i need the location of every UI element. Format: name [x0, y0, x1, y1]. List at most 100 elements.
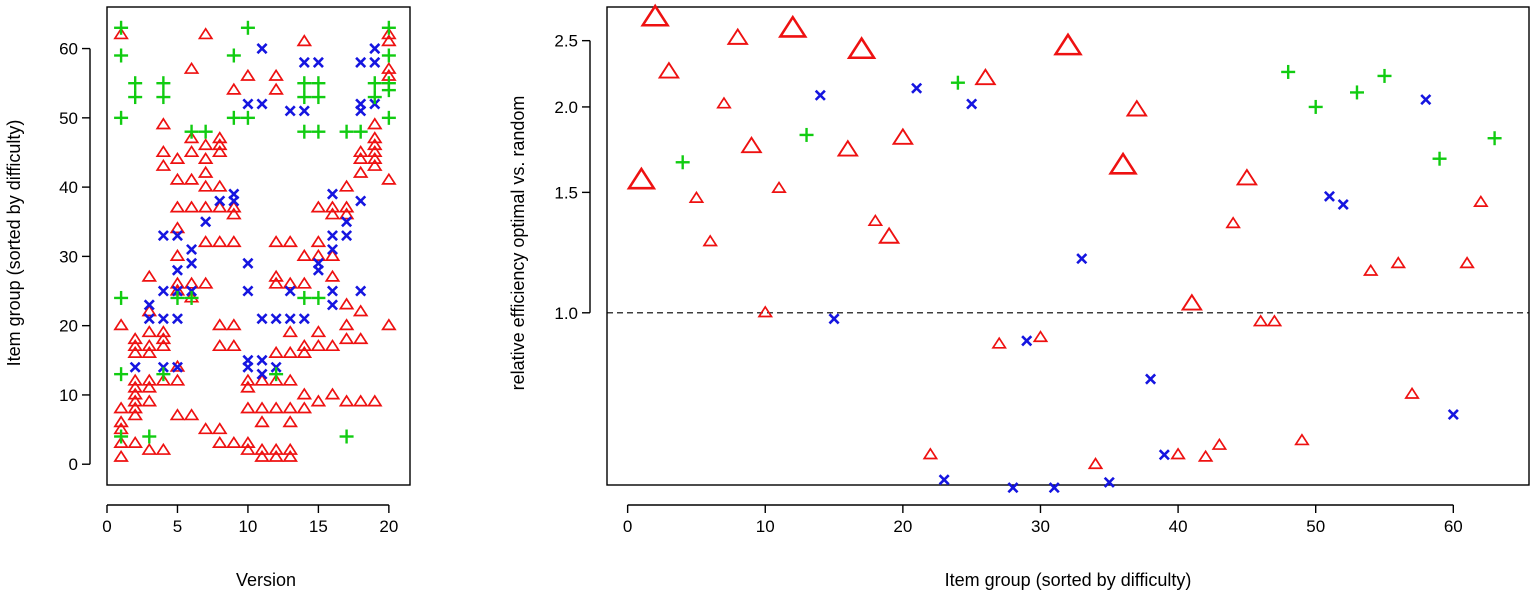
left-point-cross: [157, 285, 169, 297]
right-point-triangle: [778, 14, 808, 38]
left-point-triangle: [197, 179, 214, 192]
left-point-cross: [256, 354, 268, 366]
left-y-tick-label: 10: [59, 386, 78, 405]
left-y-tick-label: 20: [59, 317, 78, 336]
left-point-triangle: [324, 200, 341, 213]
left-point-triangle: [338, 332, 355, 345]
left-point-triangle: [113, 415, 129, 428]
left-point-cross: [341, 230, 353, 242]
left-point-triangle: [240, 435, 256, 449]
left-point-plus: [381, 48, 396, 63]
right-point-plus: [1432, 151, 1447, 166]
left-point-triangle: [338, 207, 355, 220]
left-point-triangle: [169, 408, 186, 421]
right-point-cross: [1158, 449, 1170, 461]
right-point-cross: [911, 82, 923, 94]
left-point-triangle: [381, 34, 397, 47]
right-point-triangle: [1252, 314, 1269, 327]
left-y-tick-label: 30: [59, 247, 78, 266]
left-point-triangle: [127, 435, 143, 449]
left-point-triangle: [197, 138, 214, 151]
left-point-triangle: [155, 145, 172, 158]
left-point-triangle: [183, 408, 200, 421]
left-point-triangle: [197, 165, 214, 178]
left-point-triangle: [155, 373, 172, 386]
left-point-triangle: [296, 338, 313, 352]
left-point-cross: [298, 313, 310, 325]
left-point-plus: [170, 290, 185, 305]
left-point-triangle: [240, 401, 256, 414]
right-x-tick-label: 10: [756, 517, 775, 536]
left-point-triangle: [381, 27, 397, 40]
left-point-cross: [171, 264, 183, 276]
left-point-triangle: [352, 332, 369, 345]
right-point-triangle: [1459, 256, 1475, 269]
left-point-triangle: [113, 318, 129, 331]
left-point-plus: [297, 124, 312, 139]
right-point-triangle: [1211, 437, 1228, 450]
left-point-triangle: [141, 338, 158, 352]
left-point-cross: [242, 257, 254, 269]
left-point-triangle: [268, 235, 284, 248]
left-point-cross: [341, 216, 353, 228]
right-x-axis-title: Item group (sorted by difficulty): [945, 570, 1192, 590]
left-point-triangle: [338, 200, 355, 213]
left-point-triangle: [282, 401, 298, 414]
left-point-triangle: [381, 61, 397, 74]
left-point-triangle: [352, 151, 369, 164]
left-point-plus: [226, 110, 241, 125]
left-point-triangle: [226, 207, 242, 220]
right-point-cross: [1420, 94, 1432, 106]
left-point-triangle: [155, 325, 172, 338]
right-point-cross: [1007, 482, 1019, 494]
left-point-triangle: [197, 422, 214, 435]
right-point-cross: [1103, 476, 1115, 488]
right-point-triangle: [702, 234, 718, 247]
left-point-triangle: [324, 387, 341, 400]
left-point-triangle: [367, 131, 383, 144]
left-point-cross: [157, 313, 169, 325]
left-point-cross: [369, 56, 381, 68]
left-point-triangle: [141, 442, 158, 455]
left-point-cross: [171, 230, 183, 242]
left-point-cross: [214, 195, 226, 207]
left-point-triangle: [127, 373, 143, 386]
left-y-tick-label: 60: [59, 40, 78, 59]
right-point-cross: [1447, 408, 1459, 421]
right-point-triangle: [757, 305, 774, 318]
left-point-triangle: [268, 345, 284, 358]
left-point-triangle: [113, 401, 129, 414]
left-point-cross: [256, 43, 268, 55]
left-point-cross: [129, 361, 141, 373]
left-point-triangle: [282, 345, 298, 358]
right-point-triangle: [771, 180, 787, 194]
left-point-triangle: [155, 442, 172, 455]
right-point-triangle: [1087, 457, 1104, 470]
left-point-plus: [367, 90, 382, 105]
left-point-triangle: [169, 373, 186, 386]
left-point-triangle: [141, 394, 158, 407]
left-point-triangle: [169, 248, 186, 261]
left-point-triangle: [211, 422, 228, 435]
right-point-cross: [1021, 335, 1033, 347]
left-point-triangle: [211, 179, 228, 192]
left-point-plus: [240, 110, 255, 125]
left-point-cross: [242, 285, 254, 297]
right-point-cross: [938, 474, 950, 486]
left-point-triangle: [211, 435, 228, 449]
left-point-triangle: [367, 158, 383, 171]
left-point-triangle: [226, 235, 242, 248]
left-point-cross: [157, 230, 169, 242]
left-point-triangle: [127, 408, 143, 421]
left-data-points: [113, 20, 397, 462]
left-point-triangle: [127, 332, 143, 345]
left-point-triangle: [338, 394, 355, 407]
left-point-cross: [256, 98, 268, 110]
left-point-plus: [156, 76, 171, 91]
right-point-triangle: [626, 166, 657, 190]
right-point-triangle: [1473, 194, 1489, 208]
left-point-plus: [114, 110, 129, 125]
right-point-plus: [1377, 68, 1392, 83]
left-point-triangle: [352, 394, 369, 407]
